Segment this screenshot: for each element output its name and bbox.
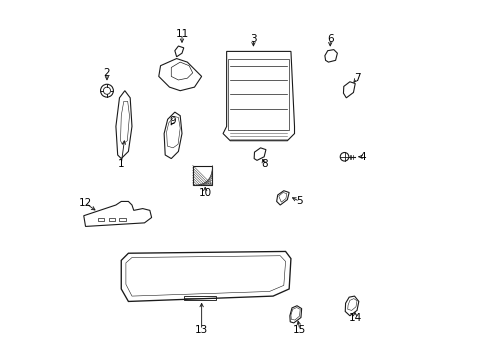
Text: 13: 13 [195,325,208,335]
Text: 2: 2 [103,68,110,78]
Text: 4: 4 [358,152,365,162]
Text: 6: 6 [326,34,333,44]
Text: 8: 8 [260,159,267,169]
Text: 3: 3 [249,34,256,44]
Text: 9: 9 [169,116,176,126]
Text: 12: 12 [79,198,92,208]
Text: 7: 7 [353,73,360,83]
Text: 1: 1 [118,159,124,169]
Text: 10: 10 [198,188,211,198]
Text: 14: 14 [348,312,361,323]
Text: 15: 15 [293,325,306,335]
Text: 5: 5 [296,197,303,206]
Text: 11: 11 [175,28,188,39]
